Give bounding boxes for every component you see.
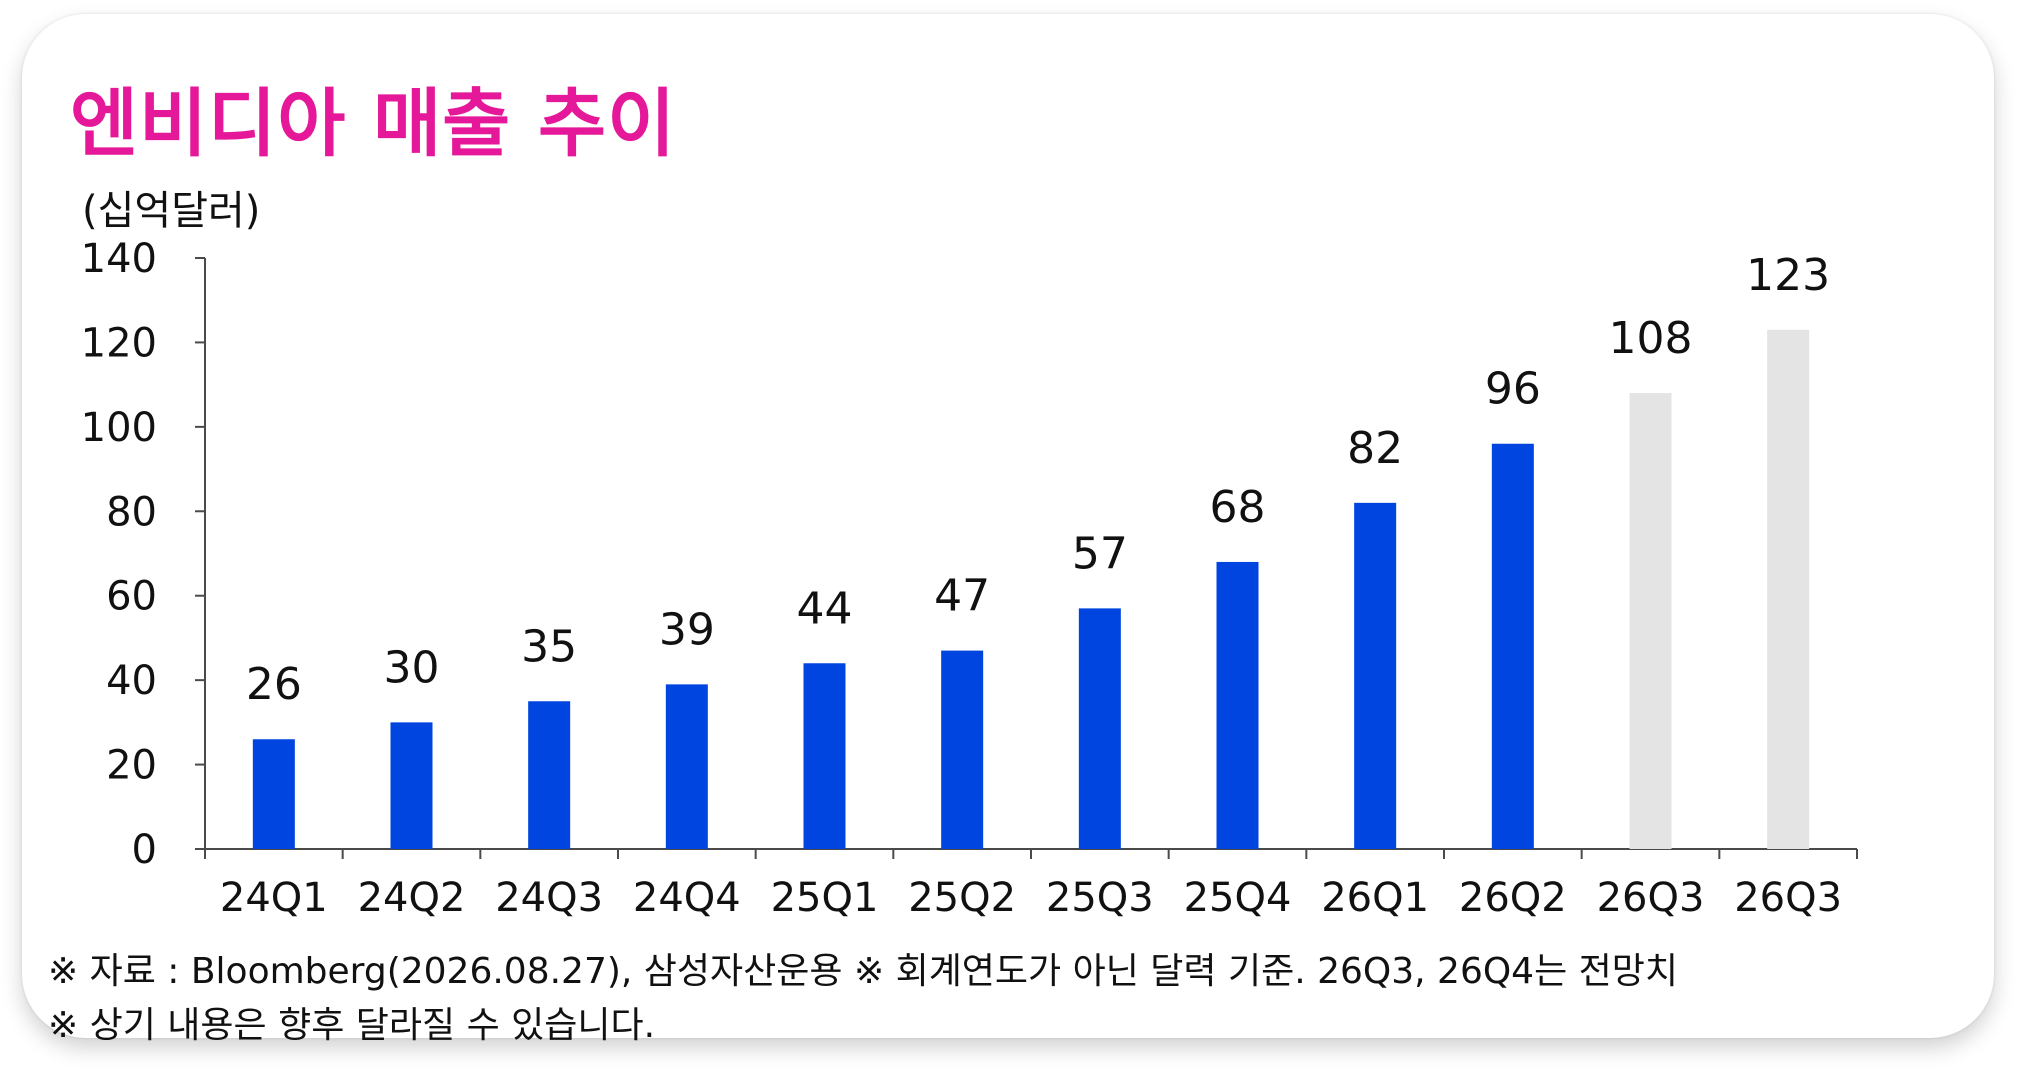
y-tick-label: 140 xyxy=(81,236,157,282)
x-tick-label: 25Q4 xyxy=(1184,875,1292,921)
data-label: 39 xyxy=(659,604,715,655)
x-tick-label: 26Q1 xyxy=(1321,875,1429,921)
data-label: 82 xyxy=(1347,423,1403,474)
x-tick-label: 24Q4 xyxy=(633,875,741,921)
forecast-bar xyxy=(1767,329,1810,849)
x-tick-label: 26Q3 xyxy=(1734,875,1842,921)
x-tick-label: 25Q1 xyxy=(771,875,879,921)
y-tick-label: 120 xyxy=(81,320,157,366)
revenue-bar xyxy=(1216,561,1259,849)
x-tick-label: 25Q3 xyxy=(1046,875,1154,921)
x-tick-label: 24Q1 xyxy=(220,875,328,921)
data-label: 35 xyxy=(521,621,577,672)
y-tick-label: 40 xyxy=(106,658,157,704)
revenue-bar xyxy=(665,684,708,849)
forecast-bar xyxy=(1629,393,1672,849)
revenue-bar xyxy=(941,650,984,849)
data-label: 57 xyxy=(1072,528,1128,579)
y-tick-label: 100 xyxy=(81,405,157,451)
data-label: 26 xyxy=(246,659,302,710)
y-tick-label: 80 xyxy=(106,489,157,535)
data-label: 47 xyxy=(934,571,990,622)
data-label: 123 xyxy=(1746,250,1830,301)
revenue-bar xyxy=(1354,502,1397,849)
x-tick-label: 25Q2 xyxy=(908,875,1016,921)
y-tick-label: 60 xyxy=(106,574,157,620)
data-label: 44 xyxy=(797,583,853,634)
revenue-bar xyxy=(803,663,846,849)
y-tick-label: 0 xyxy=(132,827,157,873)
x-tick-label: 24Q2 xyxy=(358,875,466,921)
x-tick-label: 24Q3 xyxy=(495,875,603,921)
x-tick-label: 26Q2 xyxy=(1459,875,1567,921)
revenue-bar xyxy=(528,701,571,849)
revenue-bar xyxy=(1078,608,1121,849)
y-axis-unit-label: (십억달러) xyxy=(82,188,261,234)
chart-title: 엔비디아 매출 추이 xyxy=(70,81,677,167)
data-label: 96 xyxy=(1485,364,1541,415)
footnote-source: ※ 자료 : Bloomberg(2026.08.27), 삼성자산운용 ※ 회… xyxy=(48,951,1679,992)
revenue-bar xyxy=(252,739,295,849)
data-label: 108 xyxy=(1609,313,1693,364)
revenue-bar xyxy=(390,722,433,849)
footnote-disclaimer: ※ 상기 내용은 향후 달라질 수 있습니다. xyxy=(48,1005,656,1046)
y-tick-label: 20 xyxy=(106,743,157,789)
x-tick-label: 26Q3 xyxy=(1597,875,1705,921)
data-label: 30 xyxy=(384,642,440,693)
data-label: 68 xyxy=(1210,482,1266,533)
revenue-bar xyxy=(1491,443,1534,849)
